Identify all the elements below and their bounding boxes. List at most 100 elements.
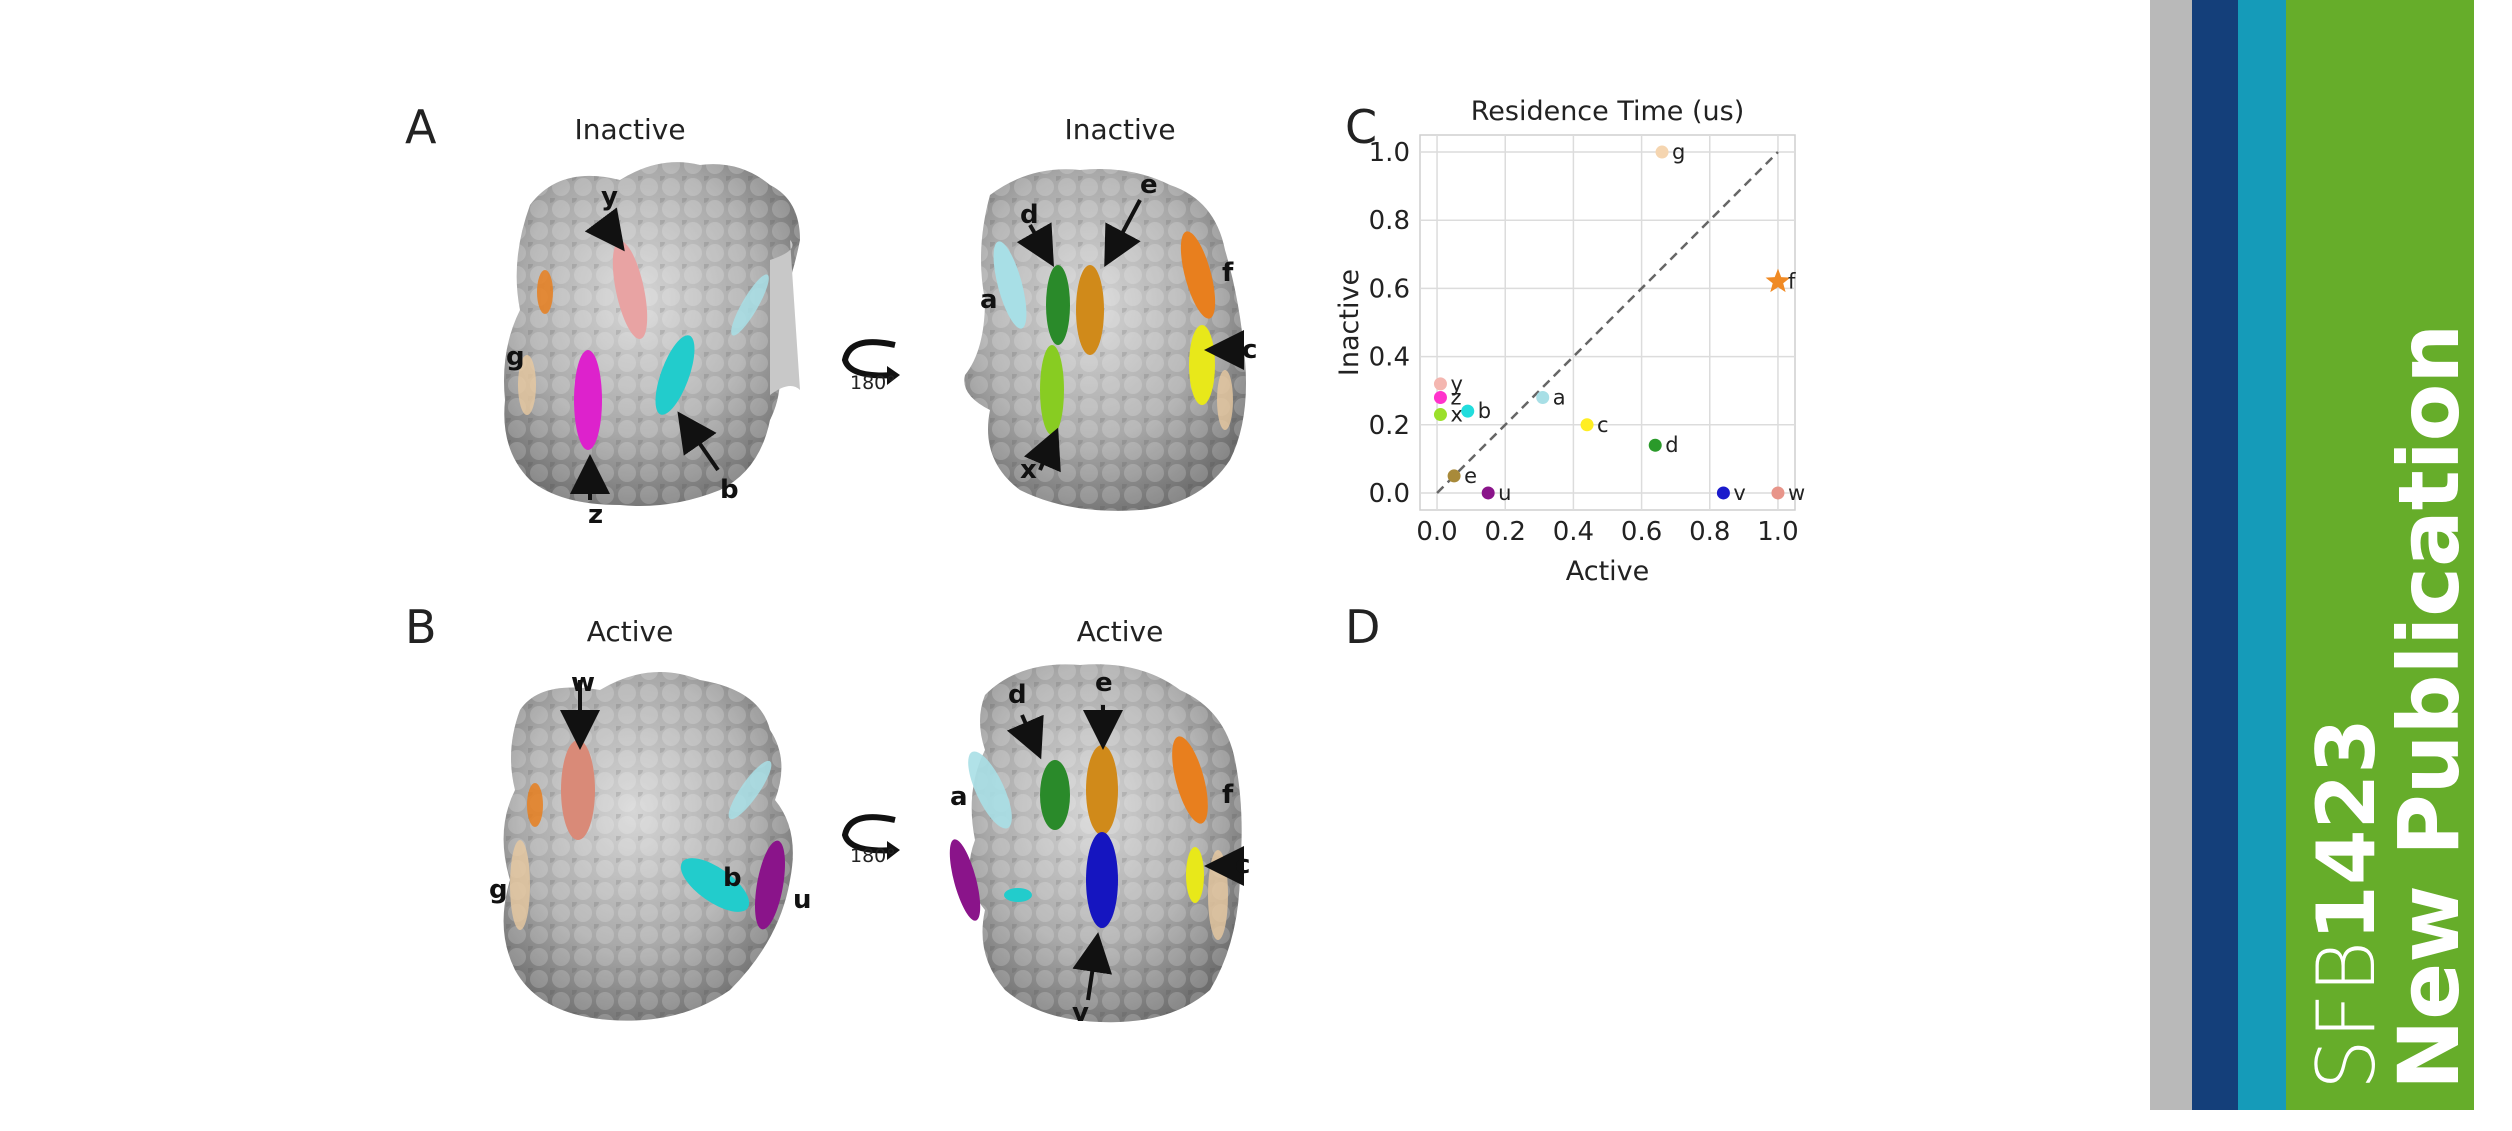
point-label-b: b [1478,399,1491,423]
data-point-v [1716,486,1730,500]
data-point-g [1655,145,1669,159]
protein-a-left [504,162,800,506]
y-tick-label: 0.4 [1369,343,1410,373]
label-a-left-b: b [720,475,739,505]
x-tick-label: 0.2 [1485,517,1526,547]
rotation-label-a: 180° [850,372,896,394]
point-label-a: a [1553,386,1566,410]
site-e-ligand [1076,265,1104,355]
site-a-ligand [993,241,1027,329]
chart-title: Residence Time (us) [1471,96,1745,127]
label-b-left-b: b [723,863,742,893]
label-a-left-z: z [588,500,604,530]
point-label-e: e [1464,464,1477,488]
y-tick-label: 1.0 [1369,138,1410,168]
data-point-z [1433,391,1447,404]
label-b-right-c: c [1235,850,1251,880]
x-tick-label: 0.4 [1553,517,1594,547]
data-point-u [1481,486,1495,500]
label-b-right-f: f [1222,780,1234,810]
x-axis-label: Active [1566,556,1650,587]
label-a-left-g: g [506,342,525,372]
panel-b-left-title: Active [586,615,674,648]
panel-b-right-title: Active [1076,615,1164,648]
banner-stripe-gray [2150,0,2192,1110]
point-label-z: z [1450,386,1461,410]
point-label-v: v [1733,481,1745,505]
banner-stripe-teal [2238,0,2286,1110]
site-b-ligand [680,858,750,912]
data-point-e [1447,469,1461,483]
label-b-right-a: a [950,782,968,812]
site-a-ligand [731,274,769,336]
banner-headline: New Publication [2380,323,2478,1090]
label-b-right-e: e [1095,668,1113,698]
label-a-right-x: x [1020,455,1037,485]
site-a-ligand [968,751,1012,829]
point-label-y: y [1450,372,1462,396]
data-point-b [1461,404,1475,418]
site-u-ligand [949,839,981,921]
y-tick-label: 0.2 [1369,411,1410,441]
label-a-right-f: f [1222,258,1234,288]
panel-letter-c: C [1345,100,1378,154]
label-a-right-c: c [1242,335,1258,365]
site-g-ligand [518,355,536,415]
panel-letter-b: B [405,600,437,654]
site-y-ligand [612,241,648,339]
label-a-right-a: a [980,285,998,315]
rotation-label-b: 180° [850,845,896,867]
data-point-c [1580,418,1594,432]
panel-a-right-title: Inactive [1064,113,1176,146]
label-b-left-u: u [793,885,812,915]
site-x-ligand [1040,345,1064,435]
rotation-icon-a [841,339,900,385]
site-e-ligand [1086,745,1118,835]
point-label-w: w [1788,481,1805,505]
y-tick-label: 0.6 [1369,274,1410,304]
panel-a-left-title: Inactive [574,113,686,146]
point-label-f: f [1788,270,1796,294]
site-d-ligand [1040,760,1070,830]
panel-letter-d: D [1345,600,1381,654]
site-f-ligand [537,270,553,314]
site-a-ligand [728,760,772,820]
data-point-x [1433,408,1447,422]
data-point-f [1765,268,1791,293]
diagonal-line [1436,151,1779,494]
point-label-d: d [1665,433,1678,457]
label-b-left-g: g [489,875,508,905]
data-point-y [1433,377,1447,391]
panel-letter-a: A [405,100,437,154]
protein-b-left [503,672,793,1021]
banner-stripe-green [2286,0,2474,1110]
point-label-u: u [1498,481,1511,505]
x-tick-label: 0.6 [1621,517,1662,547]
protein-b-right [949,664,1244,1023]
site-d-ligand [1046,265,1070,345]
point-label-g: g [1672,140,1685,164]
site-u-ligand [755,840,785,930]
site-g-ligand [510,840,530,930]
site-w-ligand [561,740,595,840]
site-f-ligand [1180,231,1216,319]
y-axis-label: Inactive [1334,269,1365,376]
point-label-x: x [1450,403,1462,427]
x-tick-label: 0.8 [1689,517,1730,547]
site-v-ligand [1086,832,1118,928]
residence-time-chart: 0.0 0.2 0.4 0.6 0.8 1.0 0.0 0.2 0.4 0.6 0.8 1.0 g f yz… [1334,96,1805,587]
protein-figures [503,162,1246,1023]
label-b-right-v: v [1072,998,1089,1028]
label-a-right-e: e [1140,170,1158,200]
site-f-ligand [1172,736,1208,824]
y-tick-label: 0.0 [1369,479,1410,509]
site-f-ligand [527,783,543,827]
label-a-right-d: d [1020,200,1039,230]
label-b-left-w: w [571,668,596,698]
x-tick-label: 0.0 [1416,517,1457,547]
data-point-d [1648,438,1662,452]
x-tick-label: 1.0 [1757,517,1798,547]
label-b-right-d: d [1008,680,1027,710]
protein-a-right [964,169,1246,511]
point-label-c: c [1597,413,1609,437]
